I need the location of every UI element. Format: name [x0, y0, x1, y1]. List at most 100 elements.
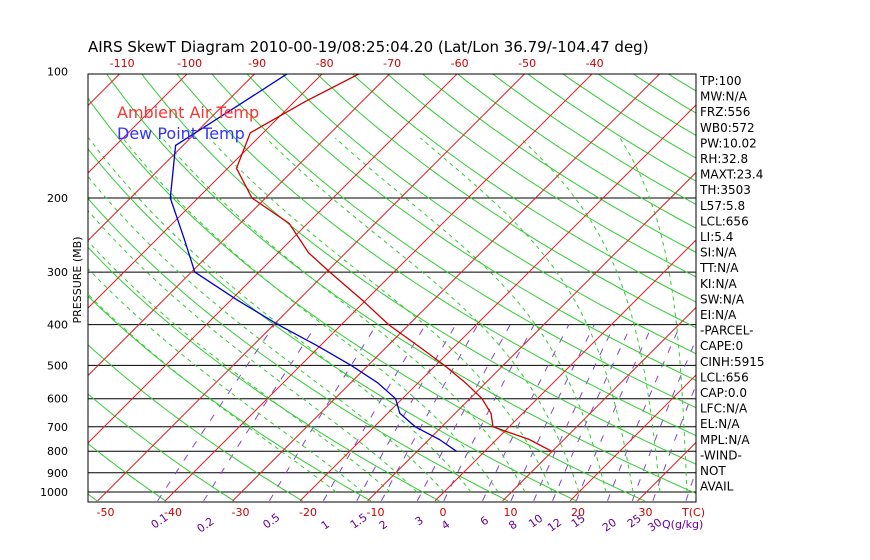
dry-adiabat-line: [88, 197, 509, 502]
stability-index-line: MPL:N/A: [700, 433, 750, 447]
dry-adiabat-line: [176, 74, 696, 437]
bottom-temp-tick-label: 0: [440, 506, 447, 519]
moist-adiabat-line: [88, 137, 472, 493]
moist-adiabat-line: [122, 137, 499, 493]
ambient-temp-point: [551, 450, 553, 452]
mixing-ratio-labels: 0.1 0.2 0.5 1 1.5 2 3 4 6 8 10 12 15 20 25 30: [149, 511, 665, 536]
mixing-ratio-line: [510, 324, 595, 502]
dry-adiabat-line: [88, 97, 645, 502]
dew-point-point: [183, 238, 185, 240]
top-temp-tick-label: -70: [383, 57, 401, 70]
mixing-ratio-lines: [157, 324, 696, 502]
dry-adiabat-line: [88, 148, 577, 502]
stability-index-line: EI:N/A: [700, 308, 737, 322]
dew-point-point: [175, 144, 177, 146]
isotherm-line: [840, 52, 870, 501]
dry-adiabat-line: [141, 74, 696, 465]
moist-adiabat-line: [520, 137, 661, 493]
mixing-ratio-label: 0.2: [195, 515, 217, 536]
stability-index-line: PW:10.02: [700, 136, 757, 150]
stability-index-line: WB0:572: [700, 121, 755, 135]
top-temp-tick-label: -40: [586, 57, 604, 70]
stability-index-line: FRZ:556: [700, 105, 750, 119]
ambient-temp-line: [235, 74, 552, 452]
isotherm-line: [502, 306, 696, 502]
stability-index-line: CAP:0.0: [700, 386, 747, 400]
stability-index-line: LI:5.4: [700, 230, 733, 244]
mixing-ratio-line: [157, 324, 276, 502]
isotherm-line: [88, 74, 458, 444]
mixing-ratio-line: [380, 324, 479, 502]
isotherm-line: [232, 74, 661, 502]
dew-point-point: [317, 345, 319, 347]
y-axis-label: PRESSURE (MB): [71, 237, 84, 324]
isotherm-line: [299, 104, 696, 502]
dry-adiabat-line: [211, 74, 696, 409]
dry-adiabat-line: [316, 74, 696, 329]
dew-point-point: [277, 324, 279, 326]
top-temperature-ticks: -110 -100 -90 -80 -70 -60 -50 -40: [110, 57, 604, 70]
isobar-lines: [88, 197, 696, 493]
mixing-ratio-line: [482, 324, 570, 502]
isotherm-line: [569, 374, 696, 502]
mixing-ratio-label: 2: [377, 518, 390, 533]
stability-index-line: SW:N/A: [700, 292, 745, 306]
mixing-ratio-line: [443, 324, 535, 502]
bottom-temp-tick-label: -10: [367, 506, 385, 519]
mixing-ratio-label: 8: [506, 518, 519, 533]
mixing-ratio-line: [652, 383, 696, 502]
dew-point-point: [438, 438, 440, 440]
moist-adiabat-lines: [88, 137, 688, 493]
ambient-temp-point: [388, 324, 390, 326]
isotherm-line: [88, 74, 188, 174]
dew-point-point: [238, 104, 240, 106]
top-temp-tick-label: -60: [451, 57, 469, 70]
top-temp-tick-label: -50: [518, 57, 536, 70]
dry-adiabat-line: [88, 443, 166, 502]
dry-adiabat-line: [838, 52, 870, 501]
mixing-ratio-line: [533, 324, 616, 502]
dry-adiabat-line: [770, 52, 870, 501]
mixing-ratio-line: [322, 324, 426, 502]
moist-adiabat-line: [88, 240, 391, 493]
stability-index-line: TP:100: [699, 74, 742, 88]
dry-adiabat-line: [669, 52, 870, 501]
bottom-temp-tick-label: -30: [232, 506, 250, 519]
pressure-tick-labels: 100 200 300 400 500 600 700 800 900 1000: [40, 65, 68, 499]
ambient-temp-point: [288, 222, 290, 225]
isotherm-line: [164, 74, 593, 502]
stability-index-line: KI:N/A: [700, 277, 737, 291]
mixing-ratio-line: [552, 324, 632, 502]
top-temp-tick-label: -110: [110, 57, 135, 70]
mixing-ratio-label: 10: [526, 512, 545, 531]
dry-adiabat-line: [492, 74, 696, 205]
dry-adiabat-line: [88, 246, 440, 502]
moist-adiabat-line: [88, 267, 364, 493]
stability-index-line: TH:3503: [699, 183, 751, 197]
isotherm-lines: [88, 52, 870, 502]
stability-index-line: SI:N/A: [700, 246, 737, 260]
dry-adiabat-line: [281, 74, 696, 355]
stability-index-line: CINH:5915: [700, 355, 765, 369]
pressure-tick-label: 400: [47, 319, 68, 332]
mixing-ratio-line: [631, 338, 696, 502]
mixing-ratio-line: [685, 469, 696, 502]
ambient-temp-point: [443, 364, 445, 366]
legend-dew-point: Dew Point Temp: [117, 124, 245, 143]
stability-index-line: CAPE:0: [700, 339, 743, 353]
top-temp-tick-label: -100: [177, 57, 202, 70]
dew-point-point: [236, 299, 239, 301]
isotherm-line: [434, 239, 696, 502]
dry-adiabat-line: [246, 74, 696, 381]
ambient-temp-point: [249, 132, 251, 134]
mixing-ratio-line: [268, 324, 377, 502]
plot-frame: [87, 73, 697, 503]
dew-point-point: [399, 412, 401, 414]
top-temp-tick-label: -90: [248, 57, 266, 70]
ambient-temp-point: [490, 412, 492, 414]
stability-index-line: RH:32.8: [700, 152, 748, 166]
dry-adiabat-line: [421, 74, 696, 253]
mixing-ratio-line: [607, 324, 681, 502]
bottom-temp-tick-label: 10: [504, 506, 518, 519]
